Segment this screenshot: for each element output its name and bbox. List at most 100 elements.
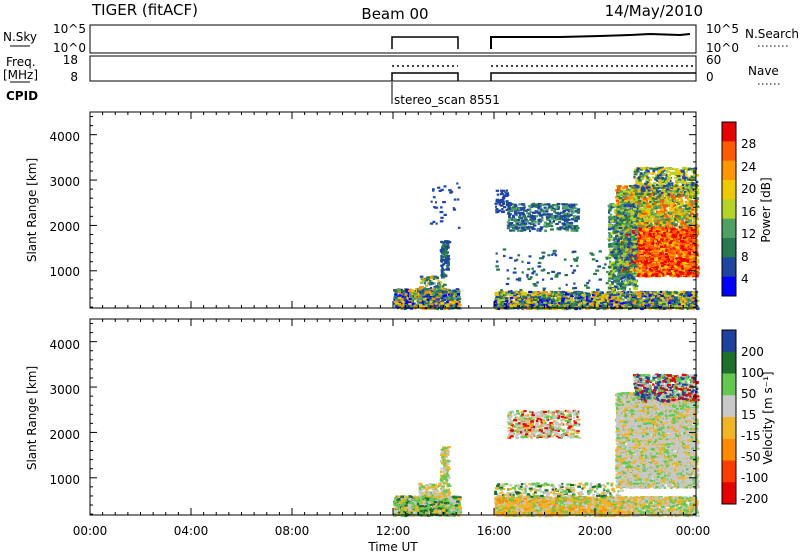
power-pixel bbox=[440, 211, 444, 213]
power-pixel bbox=[573, 269, 576, 271]
power-pixel bbox=[495, 203, 498, 205]
power-pixel bbox=[561, 291, 565, 293]
power-pixel bbox=[536, 281, 539, 283]
power-pixel bbox=[500, 292, 503, 294]
power-pixel bbox=[522, 222, 525, 224]
power-pixel bbox=[436, 298, 440, 300]
power-pixel bbox=[509, 230, 512, 232]
power-pixel bbox=[610, 300, 614, 302]
power-pixel bbox=[692, 292, 694, 294]
power-pixel bbox=[445, 253, 448, 255]
power-pixel bbox=[522, 213, 525, 215]
power-pixel bbox=[542, 257, 544, 259]
power-pixel bbox=[561, 298, 565, 300]
power-pixel bbox=[403, 293, 405, 295]
power-pixel bbox=[571, 212, 575, 214]
power-pixel bbox=[429, 283, 432, 285]
power-pixel bbox=[425, 285, 428, 287]
power-pixel bbox=[632, 302, 636, 304]
power-pixel bbox=[515, 221, 518, 223]
power-pixel bbox=[433, 300, 436, 302]
date-label: 14/May/2010 bbox=[605, 2, 703, 20]
power-pixel bbox=[545, 209, 548, 211]
power-pixel bbox=[660, 295, 664, 297]
power-pixel bbox=[528, 291, 532, 293]
power-pixel bbox=[547, 203, 550, 205]
power-pixel bbox=[541, 217, 543, 219]
power-pixel bbox=[507, 269, 509, 271]
power-pixel bbox=[419, 295, 422, 297]
power-pixel bbox=[537, 265, 541, 267]
power-pixel bbox=[438, 295, 442, 297]
power-pixel bbox=[549, 292, 551, 294]
power-pixel bbox=[519, 300, 523, 302]
power-pixel bbox=[451, 191, 453, 193]
radar-title: TIGER (fitACF) bbox=[91, 1, 198, 19]
power-pixel bbox=[437, 286, 441, 288]
power-pixel bbox=[508, 216, 510, 218]
power-pixel bbox=[678, 295, 681, 297]
power-pixel bbox=[524, 225, 526, 227]
power-pixel bbox=[437, 301, 440, 303]
power-pixel bbox=[610, 305, 613, 307]
power-pixel bbox=[637, 299, 639, 301]
power-pixel bbox=[553, 304, 556, 306]
power-pixel bbox=[689, 298, 691, 300]
power-pixel bbox=[408, 303, 411, 305]
noise-tick-top: 10^5 bbox=[53, 22, 86, 36]
power-pixel bbox=[652, 305, 656, 307]
power-pixel bbox=[419, 304, 423, 306]
power-pixel bbox=[510, 301, 512, 303]
power-pixel bbox=[583, 295, 587, 297]
power-pixel bbox=[505, 200, 508, 202]
power-pixel bbox=[646, 297, 649, 299]
power-pixel bbox=[572, 272, 575, 274]
power-pixel bbox=[519, 214, 522, 216]
power-pixel bbox=[593, 273, 597, 275]
power-pixel bbox=[456, 288, 459, 290]
power-pixel bbox=[602, 292, 604, 294]
power-pixel bbox=[554, 276, 558, 278]
power-pixel bbox=[546, 223, 550, 225]
power-pixel bbox=[591, 254, 594, 256]
power-pixel bbox=[537, 292, 540, 294]
power-pixel bbox=[683, 295, 685, 297]
power-pixel bbox=[497, 194, 500, 196]
power-pixel bbox=[523, 207, 526, 209]
power-pixel bbox=[653, 291, 656, 293]
power-pixel bbox=[639, 242, 642, 244]
power-pixel bbox=[574, 220, 578, 222]
power-pixel bbox=[535, 205, 538, 207]
power-pixel bbox=[595, 297, 598, 299]
power-pixel bbox=[513, 293, 516, 295]
power-pixel bbox=[666, 298, 668, 300]
power-pixel bbox=[522, 261, 524, 263]
power-pixel bbox=[660, 291, 662, 293]
power-pixel bbox=[573, 283, 575, 285]
power-pixel bbox=[520, 303, 522, 305]
power-pixel bbox=[430, 301, 432, 303]
power-pixel bbox=[570, 297, 572, 299]
power-pixel bbox=[627, 297, 631, 299]
power-pixel bbox=[602, 267, 605, 269]
power-pixel bbox=[547, 254, 550, 256]
power-pixel bbox=[533, 220, 537, 222]
power-pixel bbox=[562, 223, 566, 225]
power-pixel bbox=[440, 250, 443, 252]
power-pixel bbox=[508, 219, 511, 221]
power-pixel bbox=[534, 299, 537, 301]
power-pixel bbox=[570, 265, 572, 267]
power-pixel bbox=[456, 299, 459, 301]
power-pixel bbox=[424, 301, 427, 303]
power-pixel bbox=[453, 207, 455, 209]
power-pixel bbox=[398, 297, 401, 299]
power-pixel bbox=[438, 284, 441, 286]
power-pixel bbox=[457, 198, 459, 200]
power-pixel bbox=[420, 276, 424, 278]
power-pixel bbox=[418, 288, 421, 290]
power-pixel bbox=[522, 271, 524, 273]
power-pixel bbox=[625, 301, 629, 303]
power-pixel bbox=[499, 203, 502, 205]
power-pixel bbox=[541, 269, 545, 271]
power-pixel bbox=[496, 296, 499, 298]
